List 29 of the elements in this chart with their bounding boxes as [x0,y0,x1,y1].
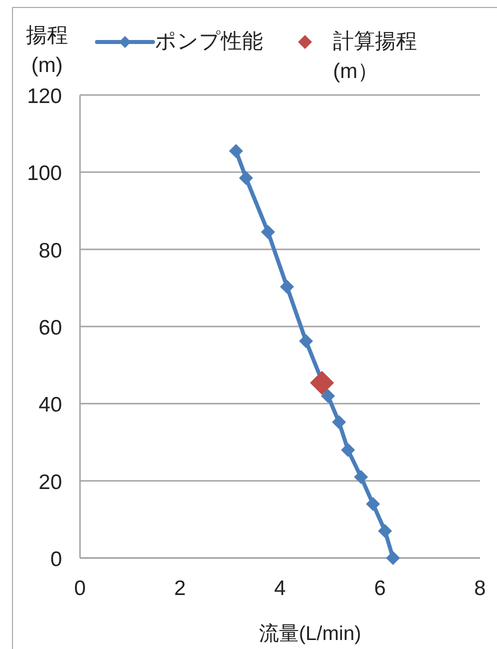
point [299,334,313,348]
x-tick-label: 8 [474,577,486,600]
x-tick-label: 2 [174,577,186,600]
legend-label: ポンプ性能 [155,29,263,55]
x-axis-title: 流量(L/min) [258,623,362,645]
point [366,496,380,511]
legend-label: 計算揚程(m） [333,29,418,85]
point [341,442,355,457]
point [261,224,275,239]
x-tick-label: 6 [374,577,386,600]
y-axis-title: 揚程 (m) [26,24,68,77]
x-tick-label: 0 [74,577,86,600]
y-tick-label: 40 [38,394,62,417]
x-tick-label: 4 [274,577,286,600]
point [321,388,335,403]
y-tick-label: 20 [38,470,62,494]
point [354,470,368,484]
point [332,415,346,430]
point [310,370,334,395]
y-tick-label: 80 [38,239,62,262]
point [378,524,392,538]
point [280,280,294,294]
y-tick-label: 60 [38,316,62,340]
point [386,551,400,565]
y-tick-label: 0 [50,548,62,571]
y-tick-label: 120 [26,85,62,108]
point [239,170,253,185]
y-tick-label: 100 [26,162,62,186]
point [229,144,243,158]
